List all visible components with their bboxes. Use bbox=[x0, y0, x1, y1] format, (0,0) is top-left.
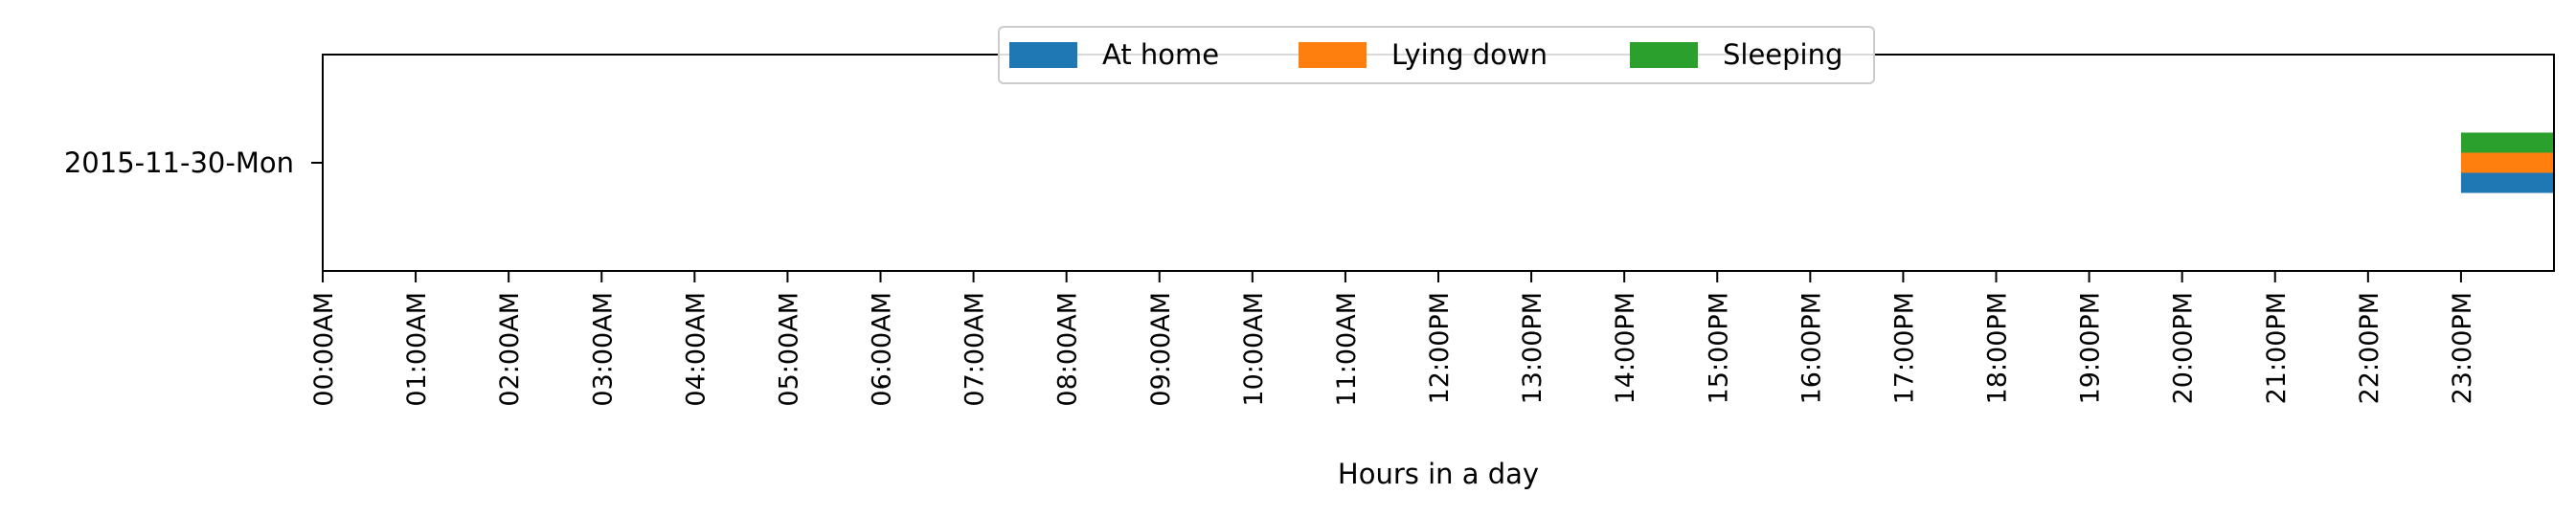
legend: At home Lying down Sleeping bbox=[998, 26, 1875, 84]
legend-swatch bbox=[1009, 42, 1077, 68]
x-tick-label: 03:00AM bbox=[588, 292, 618, 407]
legend-label: Sleeping bbox=[1723, 38, 1842, 71]
x-tick-label: 15:00PM bbox=[1704, 292, 1733, 404]
x-tick-label: 05:00AM bbox=[774, 292, 803, 407]
bar-lying-down bbox=[2460, 152, 2554, 173]
x-axis-title: Hours in a day bbox=[1338, 458, 1539, 490]
x-tick-label: 16:00PM bbox=[1796, 292, 1826, 404]
x-tick-label: 07:00AM bbox=[960, 292, 990, 407]
x-tick-label: 17:00PM bbox=[1889, 292, 1919, 404]
x-tick-label: 01:00AM bbox=[402, 292, 432, 407]
y-axis: 2015-11-30-Mon bbox=[64, 146, 323, 179]
legend-label: At home bbox=[1102, 38, 1219, 71]
x-tick-label: 09:00AM bbox=[1146, 292, 1176, 407]
x-tick-label: 19:00PM bbox=[2076, 292, 2106, 404]
x-tick-label: 23:00PM bbox=[2448, 292, 2477, 404]
legend-swatch bbox=[1630, 42, 1698, 68]
x-tick-label: 08:00AM bbox=[1053, 292, 1083, 407]
x-axis: 00:00AM 01:00AM 02:00AM 03:00AM 04:00AM 05:00… bbox=[309, 271, 2477, 407]
x-tick-label: 22:00PM bbox=[2355, 292, 2384, 404]
x-tick-label: 14:00PM bbox=[1611, 292, 1640, 404]
x-tick-label: 11:00AM bbox=[1332, 292, 1362, 407]
x-tick-label: 06:00AM bbox=[868, 292, 897, 407]
x-tick-label: 20:00PM bbox=[2169, 292, 2199, 404]
y-tick-label: 2015-11-30-Mon bbox=[64, 146, 294, 179]
x-tick-label: 12:00PM bbox=[1425, 292, 1455, 404]
x-tick-label: 13:00PM bbox=[1518, 292, 1548, 404]
x-tick-label: 02:00AM bbox=[495, 292, 525, 407]
x-tick-label: 00:00AM bbox=[309, 292, 339, 407]
plot-frame bbox=[322, 54, 2555, 272]
bar-sleeping bbox=[2460, 132, 2554, 153]
x-tick-label: 10:00AM bbox=[1239, 292, 1269, 407]
legend-label: Lying down bbox=[1391, 38, 1548, 71]
legend-frame bbox=[998, 26, 1875, 84]
x-tick-label: 18:00PM bbox=[1983, 292, 2013, 404]
x-tick-label: 04:00AM bbox=[681, 292, 711, 407]
x-tick-label: 21:00PM bbox=[2262, 292, 2292, 404]
legend-swatch bbox=[1299, 42, 1367, 68]
bar-at-home bbox=[2460, 172, 2554, 193]
bars-layer bbox=[2460, 132, 2554, 193]
